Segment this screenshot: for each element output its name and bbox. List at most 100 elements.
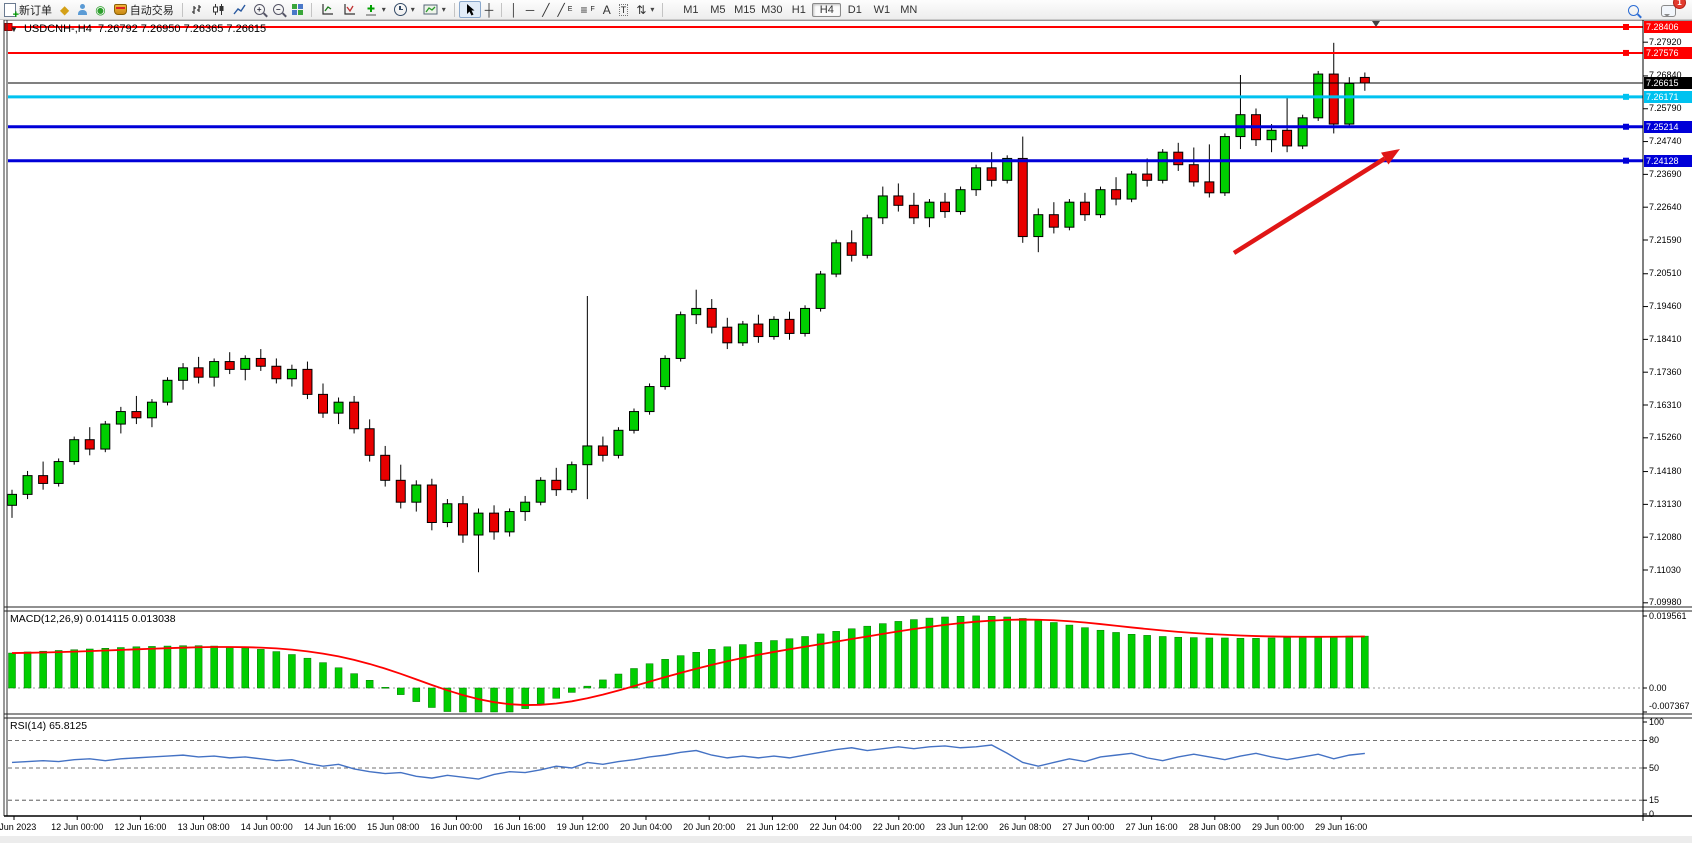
macd-scale-label: 0.019561 [1649,611,1687,621]
time-tick-label: 20 Jun 04:00 [619,822,673,832]
chat-button[interactable]: 1 [1657,0,1686,19]
time-tick-label: 9 Jun 2023 [0,822,37,832]
price-tick-label: 7.19460 [1649,301,1682,312]
tile-windows-button[interactable] [288,1,307,18]
zoom-in-button[interactable]: + [250,1,269,18]
trendline-icon: ╱ [542,2,550,17]
price-tick-label: 7.20510 [1649,268,1682,279]
rsi-panel [8,740,1643,801]
clock-icon [393,3,407,16]
fibo-letter: F [590,6,595,13]
chevron-down-icon: ▾ [410,5,415,14]
zoom-in-icon: + [253,4,265,15]
new-order-icon [4,2,19,21]
time-tick-label: 28 Jun 08:00 [1188,822,1241,832]
new-order-button[interactable]: 新订单 [0,1,56,21]
price-line-label: 7.28406 [1644,21,1692,33]
timeframe-button-M30[interactable]: M30 [761,3,783,16]
time-tick-label: 15 Jun 08:00 [367,822,420,832]
text-label-button[interactable]: T [615,1,633,18]
timeframe-button-H1[interactable]: H1 [791,3,806,16]
navigator-button[interactable] [338,1,360,18]
chart-candles-button[interactable] [208,1,229,18]
data-window-button[interactable] [316,1,338,18]
crosshair-icon: ┼ [484,2,494,17]
price-tick-label: 7.16310 [1649,399,1682,410]
time-tick-label: 22 Jun 20:00 [872,822,925,832]
template-icon [423,4,438,15]
rsi-scale-label: 80 [1649,735,1660,746]
timeframe-group: M1 M5 M15 M30 H1 H4 D1 W1 MN [677,2,922,17]
vertical-line-button[interactable]: │ [506,1,522,18]
templates-button[interactable]: ▾ [419,1,450,18]
community-button[interactable] [73,1,91,18]
rsi-scale-label: 15 [1649,795,1660,806]
horizontal-lines [4,23,1643,164]
toolbar-separator [310,2,312,17]
timeframe-button-M1[interactable]: M1 [683,3,699,16]
data-window-icon [322,4,333,15]
price-line-label: 7.25214 [1644,120,1692,133]
timeframe-button-MN[interactable]: MN [900,3,918,16]
window-bottom-edge [0,836,1692,843]
arrows-button[interactable]: ⇅ ▾ [632,1,658,18]
horizontal-line-button[interactable]: ─ [522,1,539,18]
price-tick-label: 7.13130 [1649,498,1682,509]
bar-chart-icon [191,5,201,14]
timeframe-button-M15[interactable]: M15 [734,3,756,16]
toolbar-separator [501,2,503,17]
fibonacci-icon: ≡ [580,2,588,17]
fibonacci-button[interactable]: ≡ F [576,1,598,18]
text-label-icon: T [618,3,629,16]
text-button[interactable]: A [599,1,615,18]
person-icon [77,3,87,16]
timeframe-button-H4[interactable]: H4 [812,2,842,17]
toolbar-separator [662,2,664,17]
chart-bars-button[interactable] [187,1,208,18]
time-tick-label: 27 Jun 00:00 [1062,822,1115,832]
timeframe-button-D1[interactable]: D1 [847,3,862,16]
chevron-down-icon: ▾ [381,5,386,14]
auto-trading-button[interactable]: 自动交易 [110,1,178,18]
chevron-down-icon: ▾ [441,5,446,14]
line-chart-icon [233,4,246,15]
rsi-line [11,744,1365,780]
price-tick-label: 7.22640 [1649,201,1682,212]
zoom-out-icon: − [272,4,284,15]
auto-trading-label: 自动交易 [129,4,174,17]
periods-button[interactable]: ▾ [390,1,419,18]
price-tick-label: 7.26840 [1649,70,1682,81]
arrow-annotation[interactable] [1232,149,1400,255]
current-price-label: 7.26615 [1644,76,1692,89]
market-depth-icon: ◆ [60,2,70,17]
cursor-button[interactable] [458,1,481,18]
signal-icon: ◉ [95,2,106,17]
market-depth-button[interactable]: ◆ [56,1,73,18]
time-tick-label: 20 Jun 20:00 [683,822,736,832]
price-line-label: 7.27576 [1644,46,1692,59]
vertical-line-icon: │ [510,2,518,17]
chart-line-button[interactable] [229,1,250,18]
zoom-out-button[interactable]: − [269,1,288,18]
time-tick-label: 21 Jun 12:00 [746,822,799,832]
timeframe-button-M5[interactable]: M5 [710,3,726,16]
horizontal-line-icon: ─ [525,2,535,17]
time-tick-label: 29 Jun 00:00 [1251,822,1305,832]
chat-icon [1661,4,1676,17]
channel-letter: E [567,6,573,13]
candles-series [7,42,1370,573]
search-icon [1628,5,1639,16]
signals-button[interactable]: ◉ [91,1,109,18]
price-tick-label: 7.17360 [1649,366,1682,377]
search-button[interactable] [1624,2,1643,19]
macd-signal-line [11,618,1365,706]
timeframe-button-W1[interactable]: W1 [873,3,891,16]
price-tick-label: 7.09980 [1649,597,1682,608]
channel-button[interactable]: ╱ E [554,1,577,18]
crosshair-button[interactable]: ┼ [481,1,498,18]
time-tick-label: 29 Jun 16:00 [1315,822,1368,832]
indicators-button[interactable]: ▾ [360,1,390,18]
trendline-button[interactable]: ╱ [538,1,553,18]
toolbar-separator [453,2,455,17]
